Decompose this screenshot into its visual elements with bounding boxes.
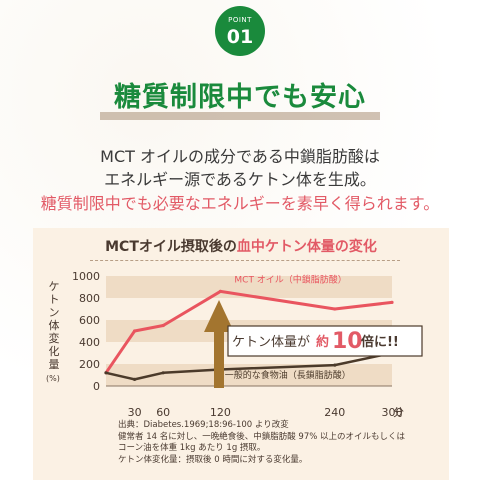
- chart-title-highlight: 血中ケトン体量の変化: [236, 239, 377, 255]
- x-tick-label: 120: [210, 406, 231, 419]
- body-line-1: MCT オイルの成分である中鎖脂肪酸は: [100, 147, 380, 166]
- chart-title-prefix: MCTオイル摂取後の: [105, 239, 237, 255]
- headline: 糖質制限中でも安心: [114, 82, 366, 113]
- chart-annotations: ケトン体量が 約 10 倍に!! 分: [204, 300, 423, 419]
- y-tick-label: 1000: [72, 270, 100, 283]
- series-line-1: [104, 289, 393, 374]
- x-axis-unit: 分: [393, 406, 404, 419]
- y-tick-label: 400: [79, 336, 100, 349]
- x-tick-label: 30: [128, 406, 142, 419]
- callout-prefix: ケトン体量が: [232, 335, 310, 350]
- grid-band: [106, 364, 392, 386]
- y-axis-label: ケトン体変化量: [48, 280, 60, 371]
- y-tick-label: 600: [79, 314, 100, 327]
- chart-title-divider: [90, 260, 400, 262]
- body-line-3-highlight: 糖質制限中でも必要なエネルギーを素早く得られます。: [40, 194, 440, 213]
- chart-ticks: 0 200 400 600 800 1000 30 60 120 240 300: [72, 270, 403, 419]
- series-1-point: [161, 323, 165, 328]
- x-tick-label: 60: [156, 406, 170, 419]
- y-tick-label: 800: [79, 292, 100, 305]
- source-line-2: 健常者 14 名に対し、一晩絶食後、中鎖脂肪酸 97% 以上のオイルもしくは: [118, 431, 406, 442]
- arrow-shaft: [214, 330, 224, 388]
- point-label: POINT: [228, 16, 252, 24]
- y-tick-label: 0: [93, 380, 100, 393]
- source-line-1: 出典：Diabetes.1969;18:96-100 より改変: [118, 420, 289, 430]
- callout-box: [227, 325, 423, 357]
- chart-title: MCTオイル摂取後の血中ケトン体量の変化: [33, 236, 449, 256]
- series-2-point: [104, 371, 108, 375]
- source-line-4: ケトン体変化量：摂取後 0 時間に対する変化量。: [118, 454, 308, 465]
- series-label-2: 一般的な食物油（長鎖脂肪酸）: [225, 369, 351, 381]
- x-tick-label: 300: [382, 406, 403, 419]
- series-1-point: [218, 289, 222, 293]
- callout-suffix: 倍に!!: [361, 334, 399, 350]
- series-1-point: [333, 307, 337, 311]
- series-label-1: MCT オイル（中鎖脂肪酸）: [234, 273, 346, 285]
- series-1-point: [390, 300, 394, 304]
- y-tick-label: 200: [79, 358, 100, 371]
- point-badge: POINT 01: [215, 6, 265, 56]
- point-number: 01: [226, 26, 254, 48]
- grid-band: [106, 276, 392, 298]
- callout-mid: 約: [316, 334, 329, 350]
- chart-series: MCT オイル（中鎖脂肪酸） 一般的な食物油（長鎖脂肪酸）: [104, 273, 394, 381]
- callout-number: 10: [332, 329, 363, 354]
- headline-underline: [100, 112, 380, 120]
- arrow-head: [204, 300, 234, 332]
- series-line-2: [105, 351, 393, 381]
- series-2-point: [133, 377, 137, 381]
- body-line-2: エネルギー源であるケトン体を生成。: [104, 170, 376, 189]
- series-1-point: [133, 329, 137, 333]
- series-2-point: [161, 371, 165, 375]
- x-tick-label: 240: [324, 406, 345, 419]
- series-2-point: [333, 363, 337, 367]
- y-axis-unit: (%): [46, 374, 60, 383]
- source-note: 出典：Diabetes.1969;18:96-100 より改変 健常者 14 名…: [118, 420, 448, 466]
- source-line-3: コーン油を体重 1kg あたり 1g 摂取。: [118, 443, 266, 453]
